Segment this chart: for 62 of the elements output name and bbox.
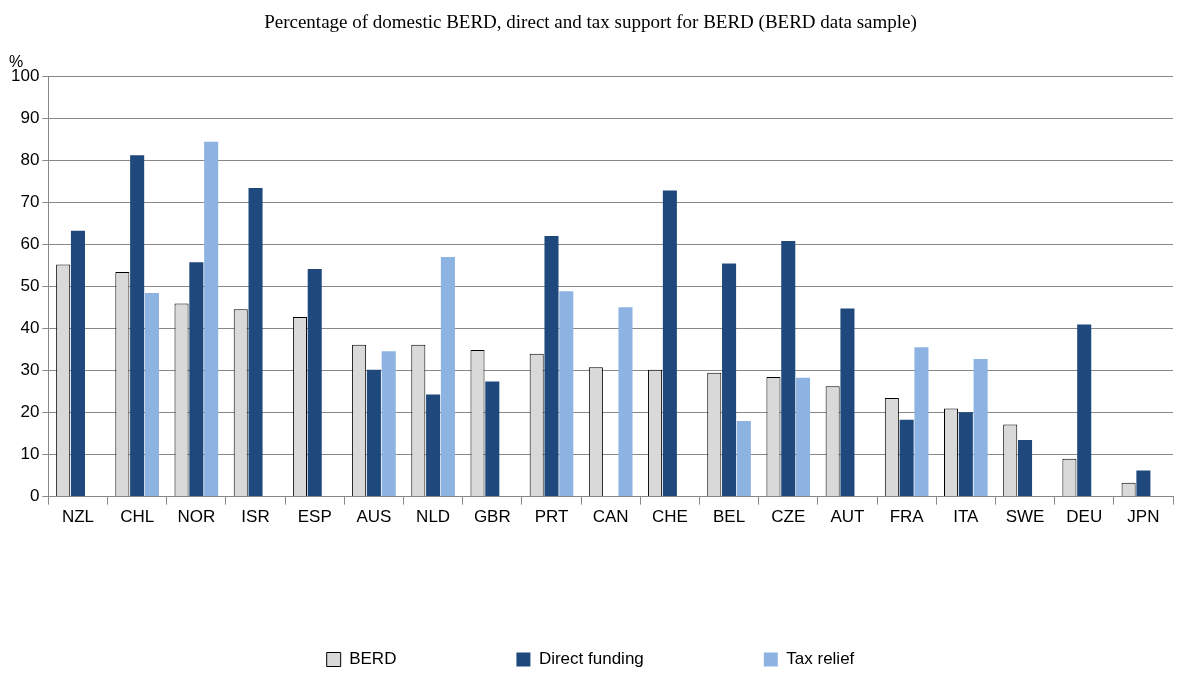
bar [973,358,988,497]
x-tick-label: CAN [592,507,629,527]
bar [618,307,633,497]
x-tick-label: SWE [1005,507,1045,527]
bar [144,293,159,497]
x-tick-label: ITA [953,507,980,527]
bar [485,381,500,497]
bar [204,141,219,497]
y-tick-label: 20 [20,402,40,422]
x-tick-label: NZL [61,507,95,527]
x-tick-label: FRA [889,507,925,527]
x-tick-label: GBR [473,507,511,527]
x-tick-label: NLD [416,507,451,527]
bar [736,421,751,497]
bar [544,235,559,497]
bar [958,412,973,497]
legend-label: Tax relief [786,649,855,669]
x-tick-label: CHE [651,507,688,527]
bar [248,188,263,497]
bar [130,155,145,497]
bar [796,377,811,497]
chart-title: Percentage of domestic BERD, direct and tax support for BERD (BERD data sample) [264,11,917,34]
bar [914,347,929,497]
x-tick-label: ISR [241,507,270,527]
x-tick-label: AUT [830,507,865,527]
y-tick-label: 60 [20,234,40,254]
x-tick-label: JPN [1127,507,1160,527]
x-tick-label: DEU [1066,507,1103,527]
bar [426,394,441,497]
x-tick-label: CZE [771,507,806,527]
bar [381,351,396,497]
y-tick-label: 50 [20,276,40,296]
x-tick-label: NOR [177,507,216,527]
x-tick-label: PRT [534,507,569,527]
legend-label: Direct funding [538,649,644,669]
bar [781,240,796,497]
x-tick-label: AUS [356,507,392,527]
y-tick-label: 90 [20,108,40,128]
x-tick-label: BEL [712,507,746,527]
y-tick-label: 100 [10,66,40,86]
bar [1017,439,1033,497]
bar [899,419,914,497]
bar [440,256,455,497]
y-tick-label: 40 [20,318,40,338]
bar [70,230,85,497]
bar [307,269,322,497]
y-tick-label: 10 [20,444,40,464]
x-tick-label: ESP [297,507,332,527]
bar [1077,324,1092,497]
y-tick-label: 70 [20,192,40,212]
bar [559,291,574,497]
y-tick-label: 30 [20,360,40,380]
bar [840,308,855,497]
bar [662,190,677,497]
bar [1136,470,1151,497]
x-tick-label: CHL [120,507,155,527]
y-tick-label: 0 [29,486,40,506]
bar [366,369,381,497]
bar [722,263,737,497]
legend-label: BERD [349,649,397,669]
y-tick-label: 80 [20,150,40,170]
bar [189,262,204,497]
